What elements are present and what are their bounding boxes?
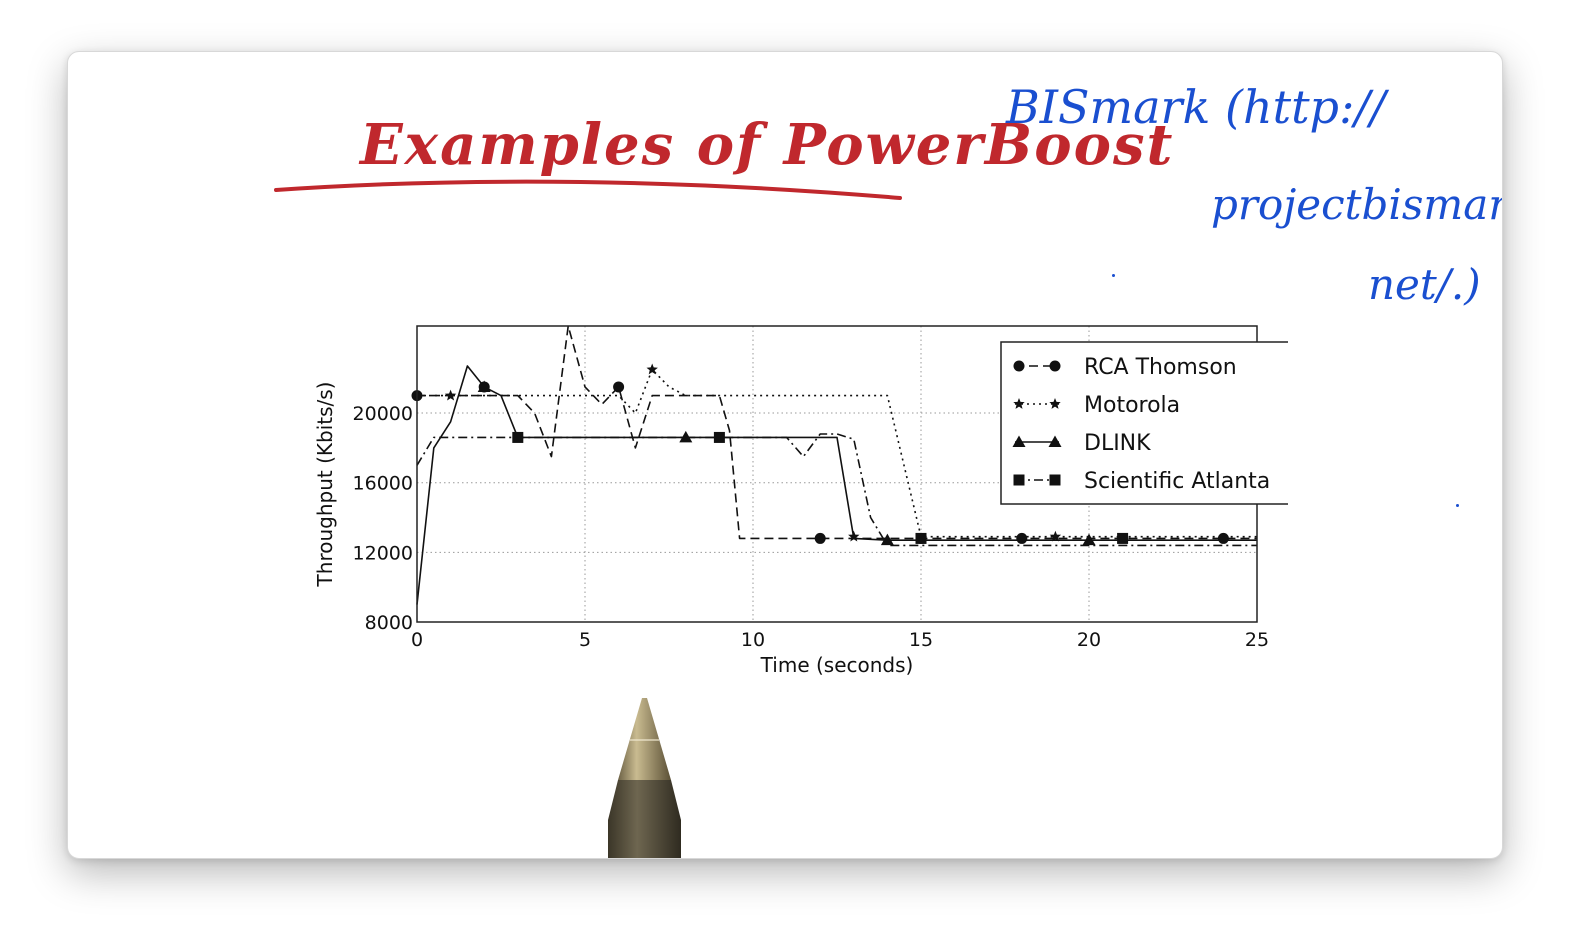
x-axis-label: Time (seconds) (760, 653, 914, 677)
data-point-rca-thomson (1016, 532, 1028, 544)
lesson-video-frame: Examples of PowerBoost BISmark (http:// … (67, 51, 1503, 859)
legend-label-motorola: Motorola (1084, 393, 1180, 418)
data-point-rca-thomson (814, 532, 826, 544)
chart-legend: RCA Thomson Motorola DLINK Scientific Atlan… (1000, 341, 1288, 505)
legend-label-dlink: DLINK (1084, 431, 1151, 456)
series-line-motorola (417, 368, 1257, 538)
marker-layer (411, 363, 1229, 546)
data-point-dlink (477, 380, 491, 392)
legend-marker-rca-thomson (1049, 360, 1061, 372)
data-point-dlink (1082, 533, 1096, 546)
data-point-scientific-atlanta (915, 532, 927, 544)
legend-marker-dlink (1048, 435, 1062, 447)
stray-ink-dot (1456, 504, 1459, 507)
y-tick-label: 8000 (365, 612, 413, 634)
legend-marker-dlink (1012, 435, 1026, 447)
legend-marker-motorola (1013, 398, 1025, 409)
x-tick-label: 0 (411, 629, 423, 651)
legend-box (1000, 341, 1288, 505)
data-point-scientific-atlanta (713, 431, 725, 443)
legend-label-rca-thomson: RCA Thomson (1084, 355, 1237, 380)
y-tick-label: 16000 (353, 473, 413, 495)
note-line-1: BISmark (http:// (1006, 80, 1386, 134)
data-point-scientific-atlanta (512, 431, 524, 443)
throughput-chart: 0 5 10 15 20 25 8000 12000 16000 20000 Time (seco… (313, 325, 1288, 677)
legend-marker-motorola (1049, 398, 1061, 409)
data-point-rca-thomson (613, 381, 625, 393)
legend-marker-rca-thomson (1013, 360, 1025, 372)
legend-label-scientific-atlanta: Scientific Atlanta (1084, 469, 1270, 494)
x-tick-label: 25 (1245, 629, 1269, 651)
tick-labels: 0 5 10 15 20 25 8000 12000 16000 20000 (353, 403, 1270, 651)
x-tick-label: 15 (909, 629, 933, 651)
data-point-dlink (679, 430, 693, 443)
series-line-scientific-atlanta (416, 433, 1257, 547)
title-underline (274, 179, 902, 200)
x-tick-label: 20 (1077, 629, 1101, 651)
data-point-motorola (646, 363, 658, 375)
x-tick-label: 10 (741, 629, 765, 651)
series-line-rca-thomson (417, 325, 1257, 540)
legend-marker-scientific-atlanta (1049, 474, 1061, 486)
y-tick-label: 20000 (353, 403, 413, 425)
pen-tip (608, 698, 681, 858)
data-point-motorola (444, 389, 457, 401)
x-tick-label: 5 (579, 629, 591, 651)
data-point-motorola (848, 530, 860, 542)
y-axis-label: Throughput (Kbits/s) (313, 382, 337, 588)
lesson-title: Examples of PowerBoost (360, 112, 1175, 178)
data-point-dlink (880, 533, 894, 546)
data-point-rca-thomson (1217, 532, 1229, 544)
note-line-2: projectbismark. (1211, 180, 1502, 229)
data-point-motorola (1049, 530, 1062, 542)
note-line-3: net/.) (1368, 260, 1481, 309)
data-point-scientific-atlanta (1117, 532, 1129, 544)
stray-ink-dot (1112, 274, 1115, 277)
legend-marker-scientific-atlanta (1013, 474, 1025, 486)
y-tick-label: 12000 (353, 542, 413, 564)
